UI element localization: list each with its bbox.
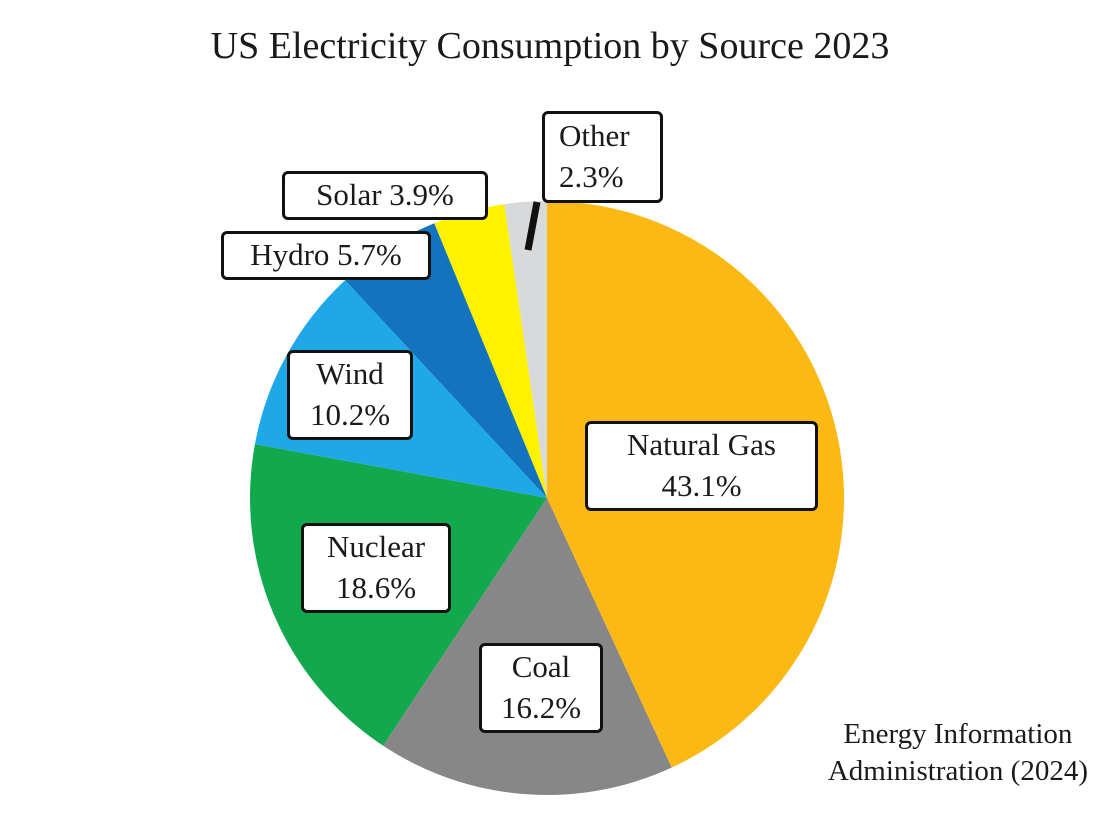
- pie-slice-other: [504, 201, 547, 498]
- callout-natural-gas-value: 43.1%: [661, 467, 742, 503]
- callout-nuclear: Nuclear 18.6%: [301, 523, 451, 613]
- callout-nuclear-label: Nuclear: [326, 529, 426, 564]
- other-leader-line: [524, 201, 541, 251]
- callout-other: Other 2.3%: [542, 111, 663, 203]
- page-title: US Electricity Consumption by Source 202…: [210, 25, 890, 67]
- callout-wind-value: 10.2%: [309, 396, 391, 432]
- callout-solar-label: Solar 3.9%: [316, 177, 454, 212]
- callout-solar: Solar 3.9%: [282, 171, 488, 220]
- source-attribution-line2: Administration (2024): [827, 755, 1088, 788]
- callout-natural-gas-label: Natural Gas: [627, 427, 776, 462]
- callout-hydro-label: Hydro 5.7%: [250, 237, 402, 272]
- pie-slice-hydro: [345, 223, 547, 498]
- callout-other-value: 2.3%: [559, 158, 624, 194]
- pie-slice-solar: [434, 204, 547, 498]
- callout-wind-label: Wind: [316, 356, 384, 391]
- callout-coal: Coal 16.2%: [479, 643, 603, 733]
- callout-coal-value: 16.2%: [500, 689, 582, 725]
- callout-nuclear-value: 18.6%: [335, 569, 417, 605]
- callout-wind: Wind 10.2%: [287, 350, 413, 440]
- callout-other-label: Other: [559, 118, 630, 153]
- source-attribution: Energy Information Administration (2024): [828, 716, 1088, 790]
- source-attribution-line1: Energy Information: [843, 718, 1073, 750]
- callout-natural-gas: Natural Gas 43.1%: [585, 421, 818, 511]
- callout-coal-label: Coal: [511, 649, 571, 684]
- callout-hydro: Hydro 5.7%: [221, 231, 431, 280]
